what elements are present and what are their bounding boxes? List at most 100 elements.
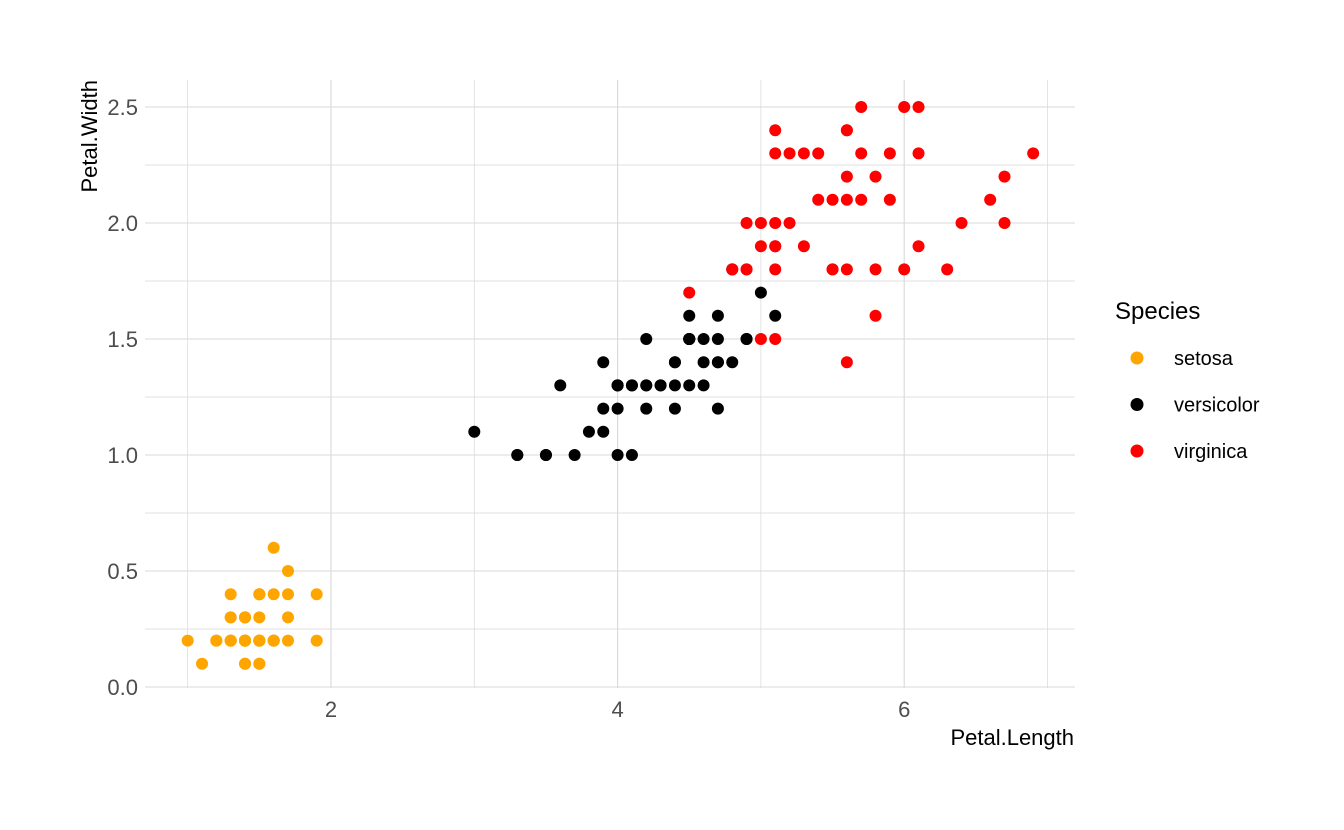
data-point-versicolor [625, 449, 638, 461]
data-point-virginica [984, 193, 997, 206]
data-point-versicolor [582, 425, 595, 438]
data-point-versicolor [726, 356, 739, 369]
series-virginica [683, 101, 1040, 369]
data-point-versicolor [640, 402, 653, 415]
y-axis-ticks: 0.0 0.5 1.0 1.5 2.0 2.5 [107, 95, 138, 700]
legend-label-versicolor: versicolor [1174, 395, 1260, 417]
data-point-virginica [912, 101, 925, 113]
data-point-virginica [826, 263, 839, 276]
series-versicolor [468, 263, 782, 461]
data-point-versicolor [654, 379, 667, 392]
y-tick-label: 2.5 [107, 95, 138, 120]
data-point-virginica [898, 101, 911, 113]
data-point-versicolor [711, 333, 724, 345]
data-point-setosa [310, 588, 323, 601]
data-point-versicolor [611, 402, 624, 415]
data-point-virginica [769, 147, 782, 160]
data-point-virginica [797, 240, 810, 253]
legend: Species setosa versicolor virginica [1115, 298, 1260, 463]
data-point-virginica [726, 263, 739, 276]
data-point-versicolor [683, 379, 696, 392]
data-point-virginica [855, 193, 868, 206]
data-point-versicolor [668, 379, 681, 392]
grid [145, 80, 1075, 688]
data-point-virginica [883, 193, 896, 206]
x-axis-title: Petal.Length [950, 725, 1074, 750]
data-point-versicolor [711, 309, 724, 322]
data-point-virginica [955, 217, 968, 229]
data-point-setosa [224, 611, 237, 624]
data-point-setosa [224, 634, 237, 647]
legend-title: Species [1115, 298, 1200, 325]
data-point-virginica [840, 124, 853, 137]
data-point-virginica [812, 147, 825, 160]
data-point-virginica [869, 309, 882, 322]
data-point-setosa [196, 657, 209, 670]
data-point-virginica [783, 147, 796, 160]
data-points [181, 101, 1040, 670]
y-tick-label: 0.5 [107, 559, 138, 584]
legend-key-virginica [1130, 444, 1144, 458]
data-point-versicolor [597, 425, 610, 438]
data-point-versicolor [597, 356, 610, 369]
data-point-setosa [267, 541, 280, 554]
data-point-setosa [282, 565, 295, 577]
data-point-setosa [267, 588, 280, 601]
data-point-versicolor [668, 356, 681, 369]
data-point-versicolor [511, 449, 524, 461]
x-tick-label: 2 [325, 697, 337, 722]
data-point-virginica [912, 147, 925, 160]
data-point-setosa [210, 634, 223, 647]
data-point-versicolor [711, 402, 724, 415]
data-point-versicolor [640, 379, 653, 392]
data-point-setosa [310, 634, 323, 647]
data-point-versicolor [468, 425, 481, 438]
x-tick-label: 6 [898, 697, 910, 722]
data-point-virginica [769, 263, 782, 276]
data-point-virginica [740, 217, 753, 229]
data-point-setosa [181, 634, 194, 647]
data-point-virginica [783, 217, 796, 229]
data-point-virginica [840, 193, 853, 206]
data-point-setosa [224, 588, 237, 601]
x-axis-ticks: 2 4 6 [325, 697, 910, 722]
data-point-virginica [769, 240, 782, 253]
data-point-virginica [840, 356, 853, 369]
data-point-virginica [812, 193, 825, 206]
data-point-virginica [998, 170, 1011, 183]
y-tick-label: 1.5 [107, 327, 138, 352]
data-point-virginica [855, 147, 868, 160]
legend-label-setosa: setosa [1174, 348, 1234, 370]
data-point-versicolor [668, 402, 681, 415]
data-point-virginica [840, 263, 853, 276]
data-point-versicolor [554, 379, 567, 392]
legend-label-virginica: virginica [1174, 441, 1248, 463]
data-point-versicolor [568, 449, 581, 461]
series-setosa [181, 541, 323, 670]
data-point-virginica [754, 217, 767, 229]
data-point-versicolor [697, 379, 710, 392]
data-point-virginica [797, 147, 810, 160]
data-point-virginica [754, 333, 767, 345]
data-point-versicolor [640, 333, 653, 345]
data-point-virginica [1027, 147, 1040, 160]
x-tick-label: 4 [611, 697, 623, 722]
data-point-setosa [282, 634, 295, 647]
data-point-versicolor [769, 309, 782, 322]
data-point-setosa [239, 657, 252, 670]
data-point-virginica [769, 333, 782, 345]
data-point-setosa [253, 634, 266, 647]
data-point-versicolor [611, 449, 624, 461]
data-point-virginica [883, 147, 896, 160]
data-point-setosa [239, 611, 252, 624]
data-point-versicolor [597, 402, 610, 415]
data-point-versicolor [754, 286, 767, 299]
data-point-versicolor [539, 449, 552, 461]
y-tick-label: 2.0 [107, 211, 138, 236]
data-point-virginica [769, 217, 782, 229]
data-point-virginica [869, 263, 882, 276]
data-point-virginica [683, 286, 696, 299]
data-point-versicolor [711, 356, 724, 369]
data-point-setosa [253, 611, 266, 624]
